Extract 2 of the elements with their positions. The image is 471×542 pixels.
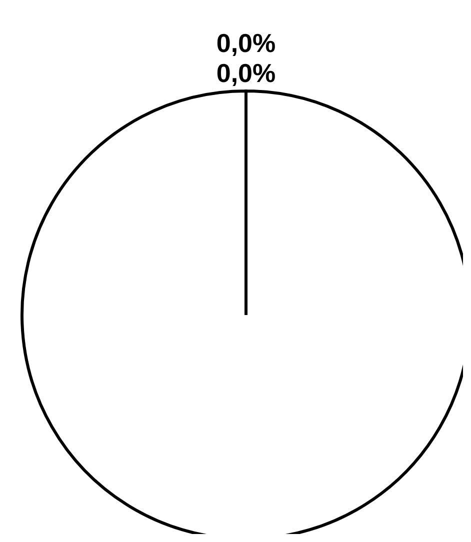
text: 0,0%	[216, 28, 276, 58]
text: 0,0%	[216, 58, 276, 88]
